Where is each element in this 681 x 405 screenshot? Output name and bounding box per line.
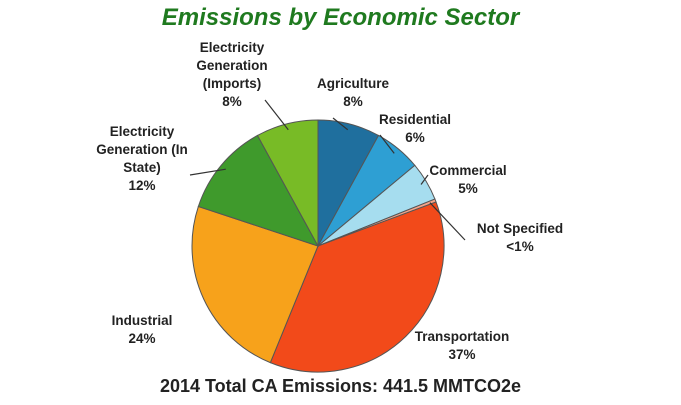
- pie-slice-industrial: [191, 205, 319, 364]
- total-emissions-caption: 2014 Total CA Emissions: 441.5 MMTCO2e: [159, 376, 522, 396]
- pie-slice-transportation: [269, 201, 445, 373]
- slice-label: Transportation 37%: [415, 329, 510, 362]
- leader-line: [189, 168, 226, 176]
- leader-line: [429, 202, 466, 241]
- leader-line: [332, 117, 349, 131]
- slice-label: Not Specified <1%: [477, 221, 563, 254]
- leader-line: [264, 99, 289, 131]
- leader-lines: [189, 99, 466, 241]
- leader-line: [379, 134, 395, 154]
- slice-label: Agriculture 8%: [317, 76, 390, 109]
- pie-slice-electricity-generation-in-state: [197, 134, 320, 247]
- slice-label: Electricity Generation (In State) 12%: [96, 124, 188, 193]
- slice-label: Residential 6%: [379, 112, 451, 145]
- slice-label: Commercial 5%: [429, 163, 506, 196]
- chart-title: Emissions by Economic Sector: [161, 4, 520, 31]
- slice-label: Industrial 24%: [112, 313, 173, 346]
- slice-label: Electricity Generation (Imports) 8%: [196, 40, 267, 109]
- leader-line: [420, 174, 429, 185]
- slice-labels: Agriculture 8%Residential 6% Commercial 5% No…: [96, 40, 563, 362]
- pie-slice-electricity-generation-imports: [256, 119, 319, 247]
- pie-slices: [191, 119, 445, 373]
